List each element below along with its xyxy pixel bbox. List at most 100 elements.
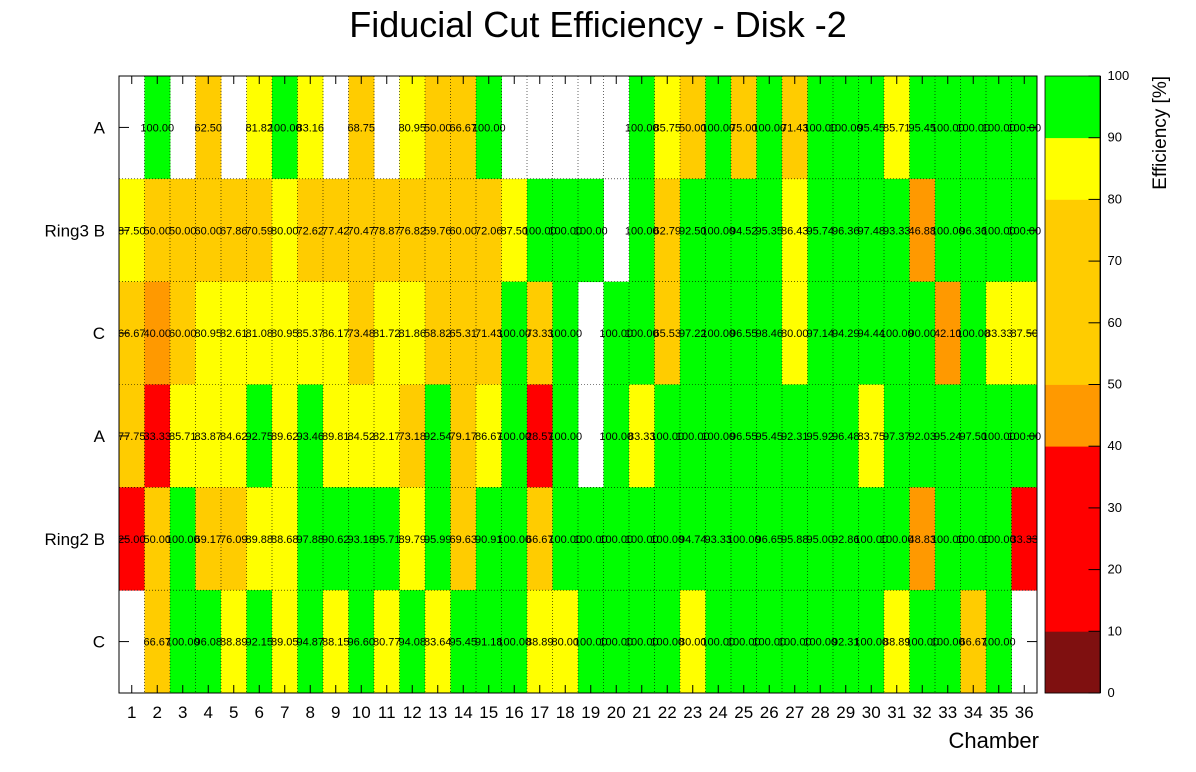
heatmap-cell xyxy=(960,178,987,283)
cell-value: 92.54 xyxy=(424,431,452,443)
heatmap-cell xyxy=(629,178,655,283)
heatmap-cell xyxy=(272,178,298,283)
cell-value: 80.00 xyxy=(271,225,299,237)
heatmap-cell xyxy=(323,281,349,385)
cell-value: 100.00 xyxy=(599,328,633,340)
y-tick-label: Ring3 B xyxy=(45,221,105,240)
cell-value: 100.00 xyxy=(931,122,965,134)
cell-value: 100.00 xyxy=(982,122,1016,134)
x-tick-label: 32 xyxy=(913,703,932,722)
cell-value: 100.00 xyxy=(625,534,659,546)
heatmap-cell xyxy=(552,384,579,488)
cell-value: 100.00 xyxy=(650,534,684,546)
x-tick-label: 9 xyxy=(331,703,340,722)
heatmap-cell xyxy=(221,384,247,488)
heatmap-cell xyxy=(246,281,273,385)
cell-value: 100.00 xyxy=(701,637,735,649)
heatmap-cell xyxy=(986,487,1012,591)
cell-value: 46.88 xyxy=(908,225,936,237)
cell-value: 80.00 xyxy=(551,637,579,649)
cell-value: 95.71 xyxy=(373,534,401,546)
heatmap-cell xyxy=(858,76,885,180)
heatmap-cell xyxy=(246,178,273,283)
heatmap-cell xyxy=(833,590,859,694)
cell-value: 100.00 xyxy=(676,431,710,443)
cell-value: 97.88 xyxy=(296,534,324,546)
heatmap-cell xyxy=(476,590,502,694)
x-tick-label: 13 xyxy=(428,703,447,722)
cell-value: 75.00 xyxy=(730,122,758,134)
cell-value: 83.33 xyxy=(985,328,1013,340)
gridlines xyxy=(119,76,1037,693)
heatmap-cell xyxy=(297,76,324,180)
color-scale-tick-label: 60 xyxy=(1108,315,1122,330)
cell-value: 66.67 xyxy=(449,122,477,134)
heatmap-cell xyxy=(144,281,171,385)
x-tick-label: 15 xyxy=(479,703,498,722)
x-tick-label: 12 xyxy=(403,703,422,722)
heatmap-cell xyxy=(246,76,273,180)
x-tick-label: 3 xyxy=(178,703,187,722)
cell-value: 33.33 xyxy=(1010,534,1038,546)
x-tick-label: 7 xyxy=(280,703,289,722)
x-tick-label: 22 xyxy=(658,703,677,722)
cell-value: 81.72 xyxy=(373,328,401,340)
cell-value: 50.00 xyxy=(169,225,197,237)
cell-value: 69.17 xyxy=(194,534,222,546)
heatmap-cell xyxy=(603,590,630,694)
cell-value: 96.60 xyxy=(347,637,375,649)
heatmap-cell xyxy=(756,384,783,488)
heatmap-cell xyxy=(450,178,477,283)
heatmap-cell xyxy=(629,487,655,591)
color-scale-band xyxy=(1045,631,1100,694)
heatmap-cell xyxy=(756,178,783,283)
color-scale-band xyxy=(1045,384,1100,447)
cell-value: 67.86 xyxy=(220,225,248,237)
heatmap-cell xyxy=(374,590,400,694)
heatmap-cell xyxy=(705,384,732,488)
heatmap-cell xyxy=(297,178,324,283)
heatmap-cell xyxy=(246,384,273,488)
heatmap-cell xyxy=(246,487,273,591)
cell-value: 78.87 xyxy=(373,225,401,237)
heatmap-cell xyxy=(527,487,553,591)
cell-value: 40.00 xyxy=(143,328,171,340)
heatmap-cell xyxy=(144,384,171,488)
cell-value: 94.52 xyxy=(730,225,758,237)
heatmap-cell xyxy=(450,384,477,488)
cell-value: 95.45 xyxy=(857,122,885,134)
heatmap-cell xyxy=(884,487,910,591)
cell-value: 100.00 xyxy=(701,328,735,340)
heatmap-cell xyxy=(909,384,936,488)
heatmap-cell xyxy=(807,281,834,385)
heatmap-cell xyxy=(552,281,579,385)
heatmap-cell xyxy=(501,178,528,283)
x-tick-label: 20 xyxy=(607,703,626,722)
heatmap-cell xyxy=(603,487,630,591)
heatmap-cell xyxy=(782,178,808,283)
heatmap-cell xyxy=(527,384,553,488)
cell-value: 87.50 xyxy=(1010,328,1038,340)
x-axis-label: Chamber xyxy=(949,728,1039,753)
heatmap-cell xyxy=(782,487,808,591)
x-tick-label: 27 xyxy=(785,703,804,722)
cell-value: 100.00 xyxy=(701,431,735,443)
cell-value: 50.00 xyxy=(143,225,171,237)
cell-value: 100.00 xyxy=(956,122,990,134)
x-tick-label: 4 xyxy=(204,703,213,722)
heatmap-cell xyxy=(654,487,681,591)
cell-value: 100.00 xyxy=(1007,225,1041,237)
heatmap-cell xyxy=(578,487,604,591)
color-scale-band xyxy=(1045,507,1100,570)
chart-title: Fiducial Cut Efficiency - Disk -2 xyxy=(349,4,846,45)
heatmap-cell xyxy=(935,590,961,694)
heatmap-cell xyxy=(731,384,757,488)
heatmap-cell xyxy=(833,76,859,180)
heatmap-cell xyxy=(297,590,324,694)
cell-value: 81.82 xyxy=(245,122,273,134)
cell-value: 85.71 xyxy=(169,431,197,443)
cell-value: 96.08 xyxy=(194,637,222,649)
heatmap-cell xyxy=(858,384,885,488)
heatmap-cell xyxy=(680,281,706,385)
heatmap-cell xyxy=(680,590,706,694)
